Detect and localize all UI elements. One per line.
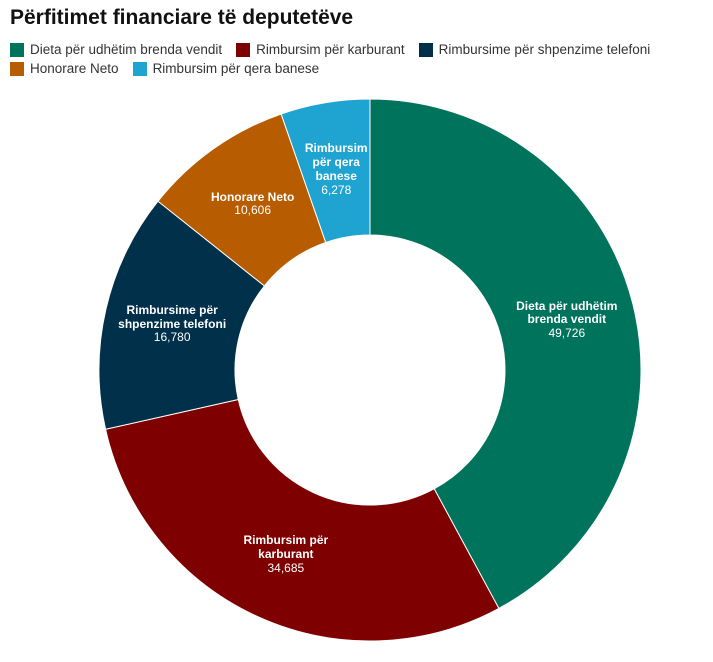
slice-category: Rimbursim për qera banese <box>304 141 368 183</box>
slice-category: Rimbursime për shpenzime telefoni <box>118 302 227 331</box>
slice-label-box: Rimbursim për qera banese 6,278 <box>296 120 376 220</box>
slice-label-box: Dieta për udhëtim brenda vendit 49,726 <box>509 270 625 370</box>
legend: Dieta për udhëtim brenda vendit Rimbursim… <box>10 42 700 76</box>
legend-label: Rimbursim për qera banese <box>152 61 320 76</box>
slice-category: Honorare Neto <box>210 189 295 204</box>
legend-swatch <box>132 61 147 76</box>
legend-label: Rimbursime për shpenzime telefoni <box>438 42 651 57</box>
legend-label: Honorare Neto <box>30 61 119 76</box>
slice-category: Dieta për udhëtim brenda vendit <box>516 298 618 327</box>
slice-label-box: Honorare Neto 10,606 <box>195 154 311 254</box>
donut-slice <box>369 98 642 610</box>
legend-label: Rimbursim për karburant <box>256 42 405 57</box>
legend-swatch <box>236 42 251 57</box>
legend-swatch <box>418 42 433 57</box>
legend-item: Rimbursime për shpenzime telefoni <box>418 42 651 57</box>
legend-swatch <box>10 61 24 76</box>
slice-value: 10,606 <box>234 203 271 218</box>
legend-label: Dieta për udhëtim brenda vendit <box>30 42 223 57</box>
legend-item: Rimbursim për karburant <box>236 42 405 57</box>
slice-value: 6,278 <box>321 182 352 197</box>
donut-slice <box>280 98 371 244</box>
donut-slice <box>98 200 266 430</box>
donut-slice <box>104 398 500 642</box>
slice-value: 49,726 <box>548 326 586 341</box>
chart-title: Përfitimet financiare të deputetëve <box>10 6 354 29</box>
slice-value: 16,780 <box>153 330 191 345</box>
slice-label-box: Rimbursime për shpenzime telefoni 16,780 <box>114 275 230 375</box>
slice-category: Rimbursim për karburant <box>243 533 329 561</box>
slice-label-box: Rimbursim për karburant 34,685 <box>228 505 344 605</box>
legend-item: Rimbursim për qera banese <box>132 61 320 76</box>
slice-value: 34,685 <box>267 560 305 575</box>
legend-item: Dieta për udhëtim brenda vendit <box>10 42 222 57</box>
legend-swatch <box>10 42 24 57</box>
legend-item: Honorare Neto <box>10 61 119 76</box>
